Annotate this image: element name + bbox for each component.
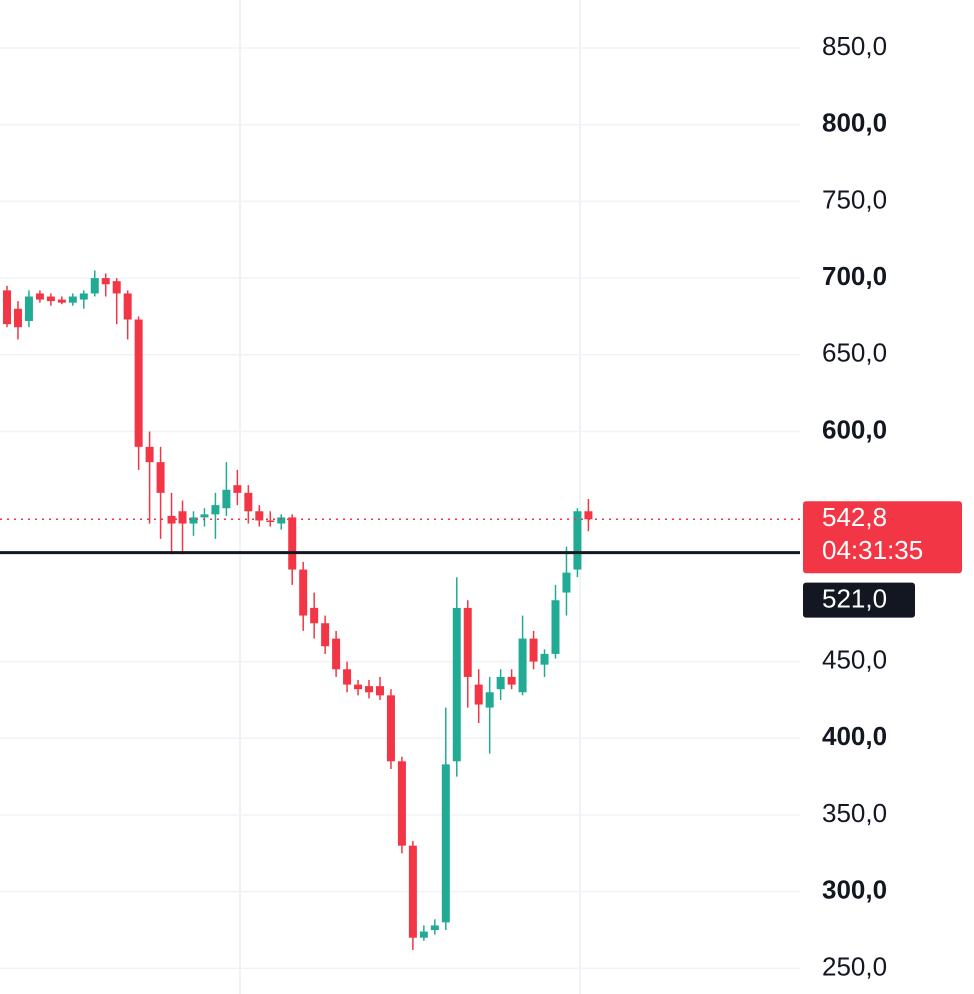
candle-body — [562, 572, 571, 593]
last-price-label: 542,8 — [822, 502, 887, 532]
candle-body — [375, 686, 384, 696]
y-tick-label: 300,0 — [822, 875, 887, 905]
candle-body — [13, 308, 22, 328]
candle-body — [496, 676, 505, 690]
candle-body — [430, 925, 439, 931]
y-tick-label: 350,0 — [822, 798, 887, 828]
candle-body — [200, 514, 209, 518]
candle-body — [123, 293, 132, 320]
candle-body — [266, 520, 275, 523]
candle-body — [57, 299, 66, 303]
candle-body — [222, 489, 231, 509]
candle-body — [310, 607, 319, 624]
candle-body — [452, 607, 461, 762]
candle-body — [441, 764, 450, 923]
candle-body — [178, 511, 187, 524]
last-price-box — [803, 501, 962, 574]
y-tick-label: 700,0 — [822, 261, 887, 291]
candle-body — [386, 695, 395, 762]
candle-body — [584, 511, 593, 520]
labels: 850,0 800,0 750,0 700,0 650,0 600,0 450,0 400,0… — [0, 31, 962, 981]
candle-body — [299, 569, 308, 616]
y-tick-label: 800,0 — [822, 108, 887, 138]
y-tick-label: 750,0 — [822, 184, 887, 214]
candle-body — [540, 653, 549, 665]
candle-body — [332, 638, 341, 670]
y-tick-label: 650,0 — [822, 338, 887, 368]
y-tick-label: 850,0 — [822, 31, 887, 61]
candle-body — [507, 676, 516, 685]
candle-body — [485, 692, 494, 708]
candle-body — [288, 517, 297, 570]
countdown: 04:31:35 — [822, 535, 923, 565]
candle-body — [365, 686, 374, 693]
candle-body — [68, 296, 77, 303]
candle-body — [101, 278, 110, 285]
level-label: 521,0 — [822, 584, 887, 614]
candle-body — [397, 761, 406, 846]
candle-body — [463, 607, 472, 677]
y-tick-label: 250,0 — [822, 951, 887, 981]
candle-body — [167, 515, 176, 524]
candle-body — [211, 505, 220, 515]
candle-body — [233, 485, 242, 493]
candle-body — [244, 492, 253, 512]
candle-body — [474, 684, 483, 705]
y-tick-label: 400,0 — [822, 721, 887, 751]
candle-body — [573, 511, 582, 570]
y-tick-label: 600,0 — [822, 414, 887, 444]
candle-body — [354, 684, 363, 690]
candle-body — [134, 319, 143, 447]
candle-body — [408, 845, 417, 938]
level-box — [803, 582, 915, 618]
candle-body — [79, 293, 88, 300]
candle-body — [255, 511, 264, 521]
candle-body — [46, 296, 55, 302]
candle-body — [145, 446, 154, 463]
candle-body — [3, 290, 11, 325]
candle-body — [529, 638, 538, 662]
candle-body — [321, 623, 330, 647]
candles — [3, 270, 593, 950]
candle-body — [518, 638, 527, 693]
candle-body — [551, 600, 560, 654]
candle-body — [189, 517, 198, 524]
candle-body — [156, 462, 165, 493]
grid — [0, 47, 800, 970]
candle-body — [24, 296, 33, 322]
candle-body — [90, 278, 99, 294]
candle-body — [419, 931, 428, 938]
y-tick-label: 450,0 — [822, 644, 887, 674]
candle-body — [277, 517, 286, 524]
candle-body — [343, 669, 352, 685]
candle-body — [35, 293, 44, 300]
candle-body — [112, 281, 121, 294]
